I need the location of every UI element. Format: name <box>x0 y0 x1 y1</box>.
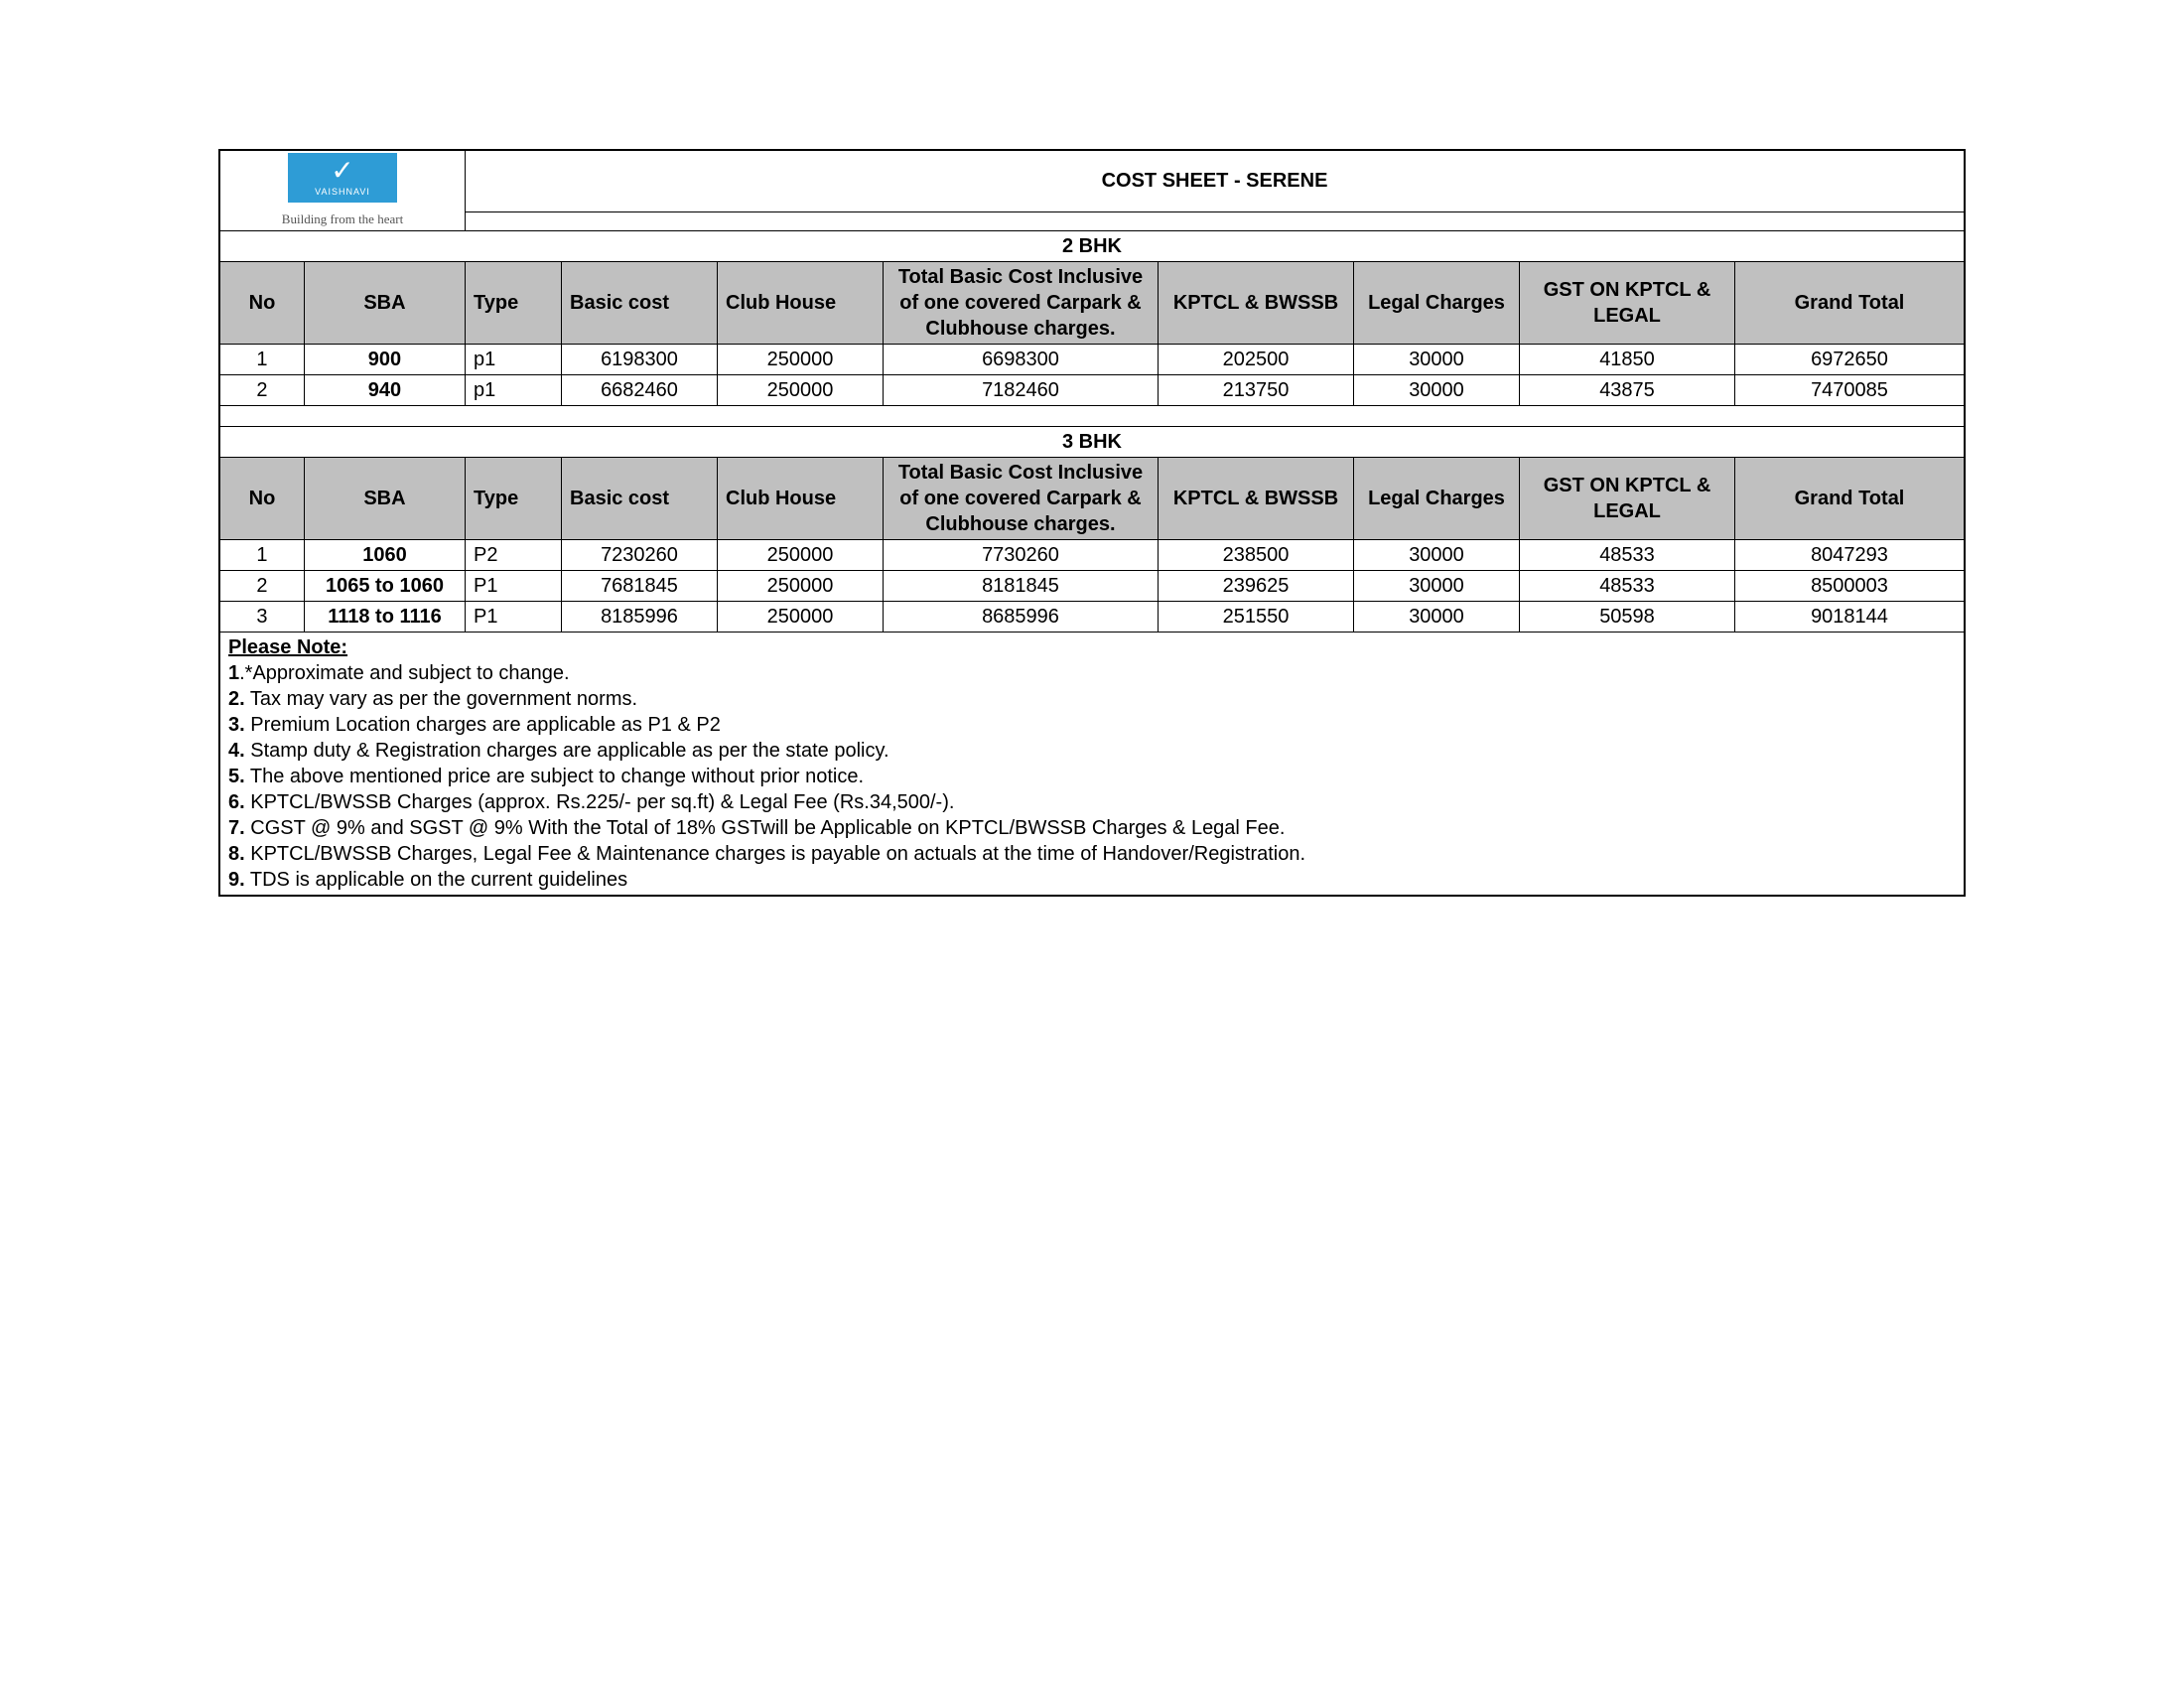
col-basic: Basic cost <box>562 261 718 344</box>
section-title-3bhk: 3 BHK <box>219 426 1965 457</box>
col-sba: SBA <box>304 261 465 344</box>
table-row: 2 1065 to 1060 P1 7681845 250000 8181845… <box>219 570 1965 601</box>
col-total: Total Basic Cost Inclusive of one covere… <box>884 261 1159 344</box>
col-gst: GST ON KPTCL & LEGAL <box>1520 261 1735 344</box>
table-row: 2 940 p1 6682460 250000 7182460 213750 3… <box>219 374 1965 405</box>
table-row: 1 900 p1 6198300 250000 6698300 202500 3… <box>219 344 1965 374</box>
col-grand: Grand Total <box>1735 261 1966 344</box>
brand-tagline: Building from the heart <box>228 211 457 228</box>
col-no: No <box>219 261 304 344</box>
col-kb: KPTCL & BWSSB <box>1159 261 1354 344</box>
sheet-title: COST SHEET - SERENE <box>466 150 1966 211</box>
table-row: 1 1060 P2 7230260 250000 7730260 238500 … <box>219 539 1965 570</box>
col-type: Type <box>466 261 562 344</box>
cost-sheet-table: ✓ VAISHNAVI Building from the heart COST… <box>218 149 1966 897</box>
section-spacer <box>219 405 1965 426</box>
table-row: 3 1118 to 1116 P1 8185996 250000 8685996… <box>219 601 1965 632</box>
checkmark-icon: ✓ <box>288 153 397 189</box>
notes-block: Please Note:1.*Approximate and subject t… <box>219 632 1965 896</box>
brand-name: VAISHNAVI <box>288 187 397 199</box>
header-row: No SBA Type Basic cost Club House Total … <box>219 261 1965 344</box>
logo-cell: ✓ VAISHNAVI Building from the heart <box>219 150 466 230</box>
section-title-2bhk: 2 BHK <box>219 230 1965 261</box>
col-legal: Legal Charges <box>1354 261 1520 344</box>
brand-logo: ✓ VAISHNAVI <box>288 153 397 203</box>
col-club: Club House <box>718 261 884 344</box>
title-spacer <box>466 211 1966 230</box>
header-row: No SBA Type Basic cost Club House Total … <box>219 457 1965 539</box>
